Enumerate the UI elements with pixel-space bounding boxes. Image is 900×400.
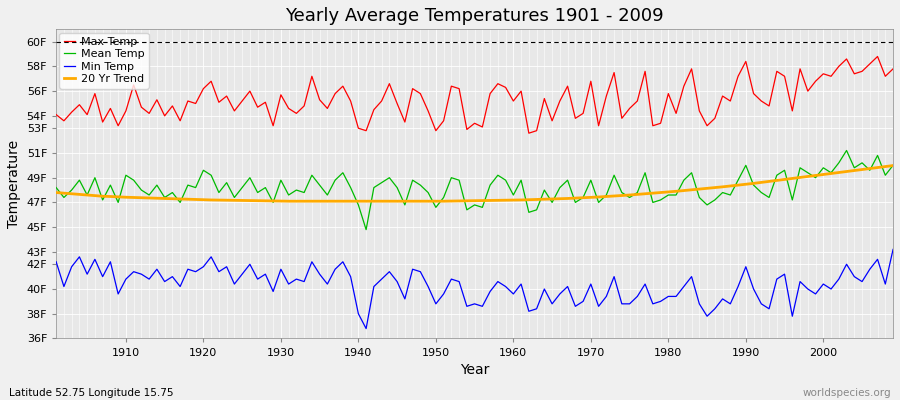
Y-axis label: Temperature: Temperature — [7, 140, 21, 228]
Mean Temp — [842, 148, 852, 153]
Line: Mean Temp: Mean Temp — [56, 150, 893, 230]
Title: Yearly Average Temperatures 1901 - 2009: Yearly Average Temperatures 1901 - 2009 — [285, 7, 664, 25]
Max Temp — [284, 106, 294, 111]
Line: Max Temp: Max Temp — [56, 56, 893, 133]
Min Temp — [112, 292, 123, 296]
20 Yr Trend — [338, 199, 348, 204]
Mean Temp — [361, 227, 372, 232]
Max Temp — [112, 123, 123, 128]
Mean Temp — [284, 193, 294, 198]
20 Yr Trend — [284, 199, 294, 204]
Legend: Max Temp, Mean Temp, Min Temp, 20 Yr Trend: Max Temp, Mean Temp, Min Temp, 20 Yr Tre… — [59, 33, 148, 89]
Max Temp — [508, 99, 518, 104]
20 Yr Trend — [887, 163, 898, 168]
20 Yr Trend — [50, 190, 61, 195]
Min Temp — [887, 247, 898, 252]
Mean Temp — [50, 185, 61, 190]
20 Yr Trend — [516, 198, 526, 202]
Mean Temp — [508, 193, 518, 198]
Min Temp — [516, 282, 526, 286]
Min Temp — [50, 259, 61, 264]
Mean Temp — [887, 163, 898, 168]
Max Temp — [887, 66, 898, 71]
Mean Temp — [112, 200, 123, 205]
20 Yr Trend — [112, 194, 123, 199]
Max Temp — [329, 91, 340, 96]
Max Temp — [50, 112, 61, 117]
Mean Temp — [329, 178, 340, 182]
Mean Temp — [516, 178, 526, 182]
Min Temp — [284, 282, 294, 286]
Line: Min Temp: Min Temp — [56, 250, 893, 328]
Min Temp — [329, 267, 340, 272]
20 Yr Trend — [508, 198, 518, 202]
20 Yr Trend — [608, 194, 619, 198]
Text: worldspecies.org: worldspecies.org — [803, 388, 891, 398]
Min Temp — [361, 326, 372, 331]
X-axis label: Year: Year — [460, 363, 490, 377]
Max Temp — [872, 54, 883, 59]
Min Temp — [508, 292, 518, 296]
Max Temp — [500, 85, 511, 90]
Line: 20 Yr Trend: 20 Yr Trend — [56, 166, 893, 201]
Mean Temp — [608, 173, 619, 178]
20 Yr Trend — [291, 199, 302, 204]
Max Temp — [524, 131, 535, 136]
Text: Latitude 52.75 Longitude 15.75: Latitude 52.75 Longitude 15.75 — [9, 388, 174, 398]
Max Temp — [608, 70, 619, 75]
Min Temp — [608, 274, 619, 279]
